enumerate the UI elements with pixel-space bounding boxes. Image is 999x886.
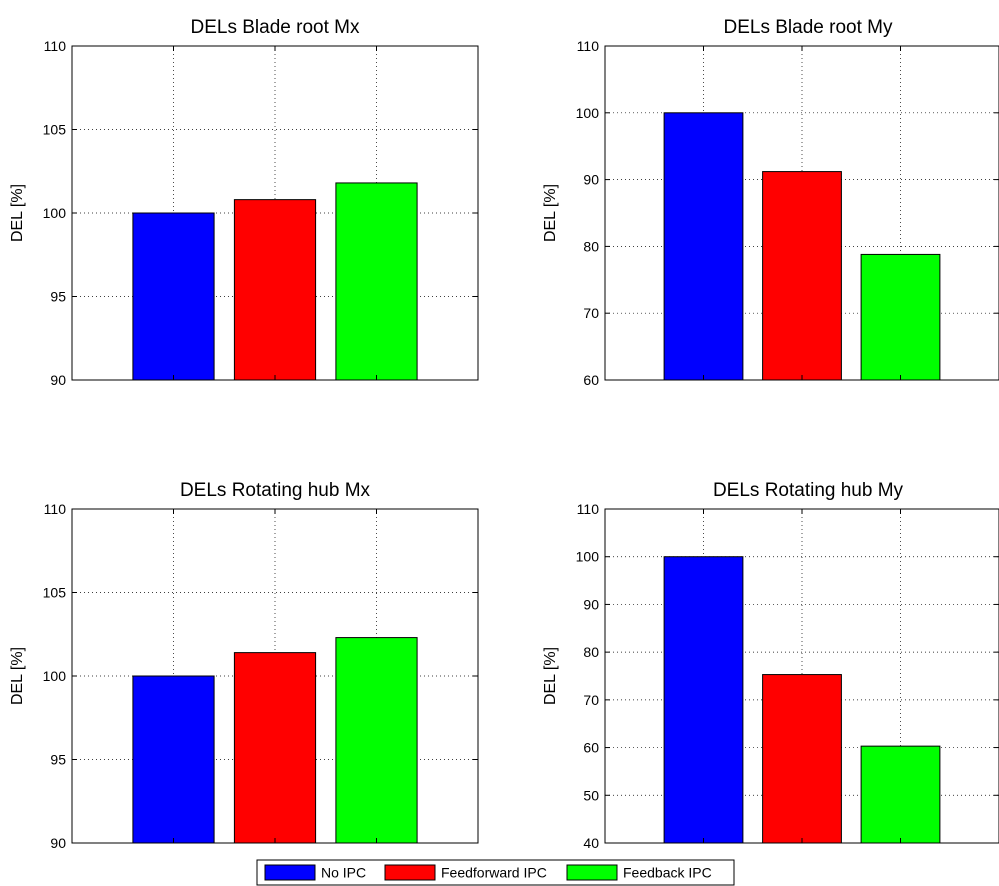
chart-blade-root-my: 60 70 80 90 100 110 DELs Blade root My DEL [%] bbox=[542, 17, 999, 388]
y-tick-label: 80 bbox=[583, 238, 599, 254]
bar-no-ipc bbox=[663, 556, 744, 844]
legend-label-no-ipc: No IPC bbox=[321, 865, 366, 881]
y-tick-label: 95 bbox=[50, 752, 66, 768]
bar-feedforward-ipc bbox=[233, 199, 317, 381]
y-tick-label: 70 bbox=[583, 692, 599, 708]
y-axis-label: DEL [%] bbox=[542, 184, 559, 242]
chart-rotating-hub-mx: 90 95 100 105 110 DELs Rotating hub Mx DEL [%] bbox=[9, 480, 479, 851]
y-tick-label: 110 bbox=[44, 501, 67, 517]
chart-blade-root-mx: 90 95 100 105 110 DELs Blade root Mx DEL [%] bbox=[9, 17, 479, 388]
y-tick-label: 90 bbox=[583, 596, 599, 612]
bar-feedback-ipc bbox=[335, 182, 418, 381]
chart-title: DELs Blade root My bbox=[724, 17, 893, 38]
legend-box bbox=[256, 859, 735, 886]
bar-no-ipc bbox=[132, 675, 215, 844]
y-tick-label: 70 bbox=[583, 305, 599, 321]
bar-feedback-ipc bbox=[860, 745, 941, 844]
y-tick-label: 100 bbox=[43, 668, 67, 684]
bar-no-ipc bbox=[663, 112, 744, 381]
y-axis-label: DEL [%] bbox=[9, 647, 26, 705]
legend-label-feedback-ipc: Feedback IPC bbox=[623, 865, 712, 881]
y-tick-label: 110 bbox=[577, 501, 600, 517]
y-axis-label: DEL [%] bbox=[542, 647, 559, 705]
chart-rotating-hub-my: 40 50 60 70 80 90 100 110 DELs Rotating hub My DE… bbox=[542, 480, 999, 851]
bar-feedforward-ipc bbox=[762, 171, 842, 381]
y-tick-label: 110 bbox=[44, 38, 67, 54]
y-tick-label: 60 bbox=[583, 372, 599, 388]
legend-swatch-feedforward-ipc bbox=[384, 864, 436, 881]
y-tick-label: 60 bbox=[583, 740, 599, 756]
y-tick-label: 40 bbox=[583, 835, 599, 851]
y-tick-label: 80 bbox=[583, 644, 599, 660]
y-axis-label: DEL [%] bbox=[9, 184, 26, 242]
legend-swatch-no-ipc bbox=[264, 864, 316, 881]
y-tick-label: 100 bbox=[576, 549, 600, 565]
y-tick-label: 50 bbox=[583, 787, 599, 803]
y-tick-label: 105 bbox=[43, 122, 67, 138]
bar-feedforward-ipc bbox=[233, 652, 317, 844]
chart-title: DELs Rotating hub My bbox=[713, 480, 904, 501]
y-tick-label: 105 bbox=[43, 585, 67, 601]
bar-feedback-ipc bbox=[860, 253, 941, 381]
y-tick-label: 95 bbox=[50, 289, 66, 305]
bar-feedback-ipc bbox=[335, 637, 418, 844]
y-tick-label: 100 bbox=[576, 105, 600, 121]
y-tick-label: 100 bbox=[43, 205, 67, 221]
y-tick-label: 90 bbox=[50, 372, 66, 388]
bar-feedforward-ipc bbox=[762, 674, 842, 844]
legend: No IPC Feedforward IPC Feedback IPC bbox=[256, 859, 735, 886]
chart-title: DELs Blade root Mx bbox=[191, 17, 360, 38]
y-tick-label: 110 bbox=[577, 38, 600, 54]
y-tick-label: 90 bbox=[583, 172, 599, 188]
y-tick-label: 90 bbox=[50, 835, 66, 851]
bar-no-ipc bbox=[132, 212, 215, 381]
legend-swatch-feedback-ipc bbox=[566, 864, 618, 881]
chart-title: DELs Rotating hub Mx bbox=[180, 480, 371, 501]
legend-label-feedforward-ipc: Feedforward IPC bbox=[441, 865, 547, 881]
